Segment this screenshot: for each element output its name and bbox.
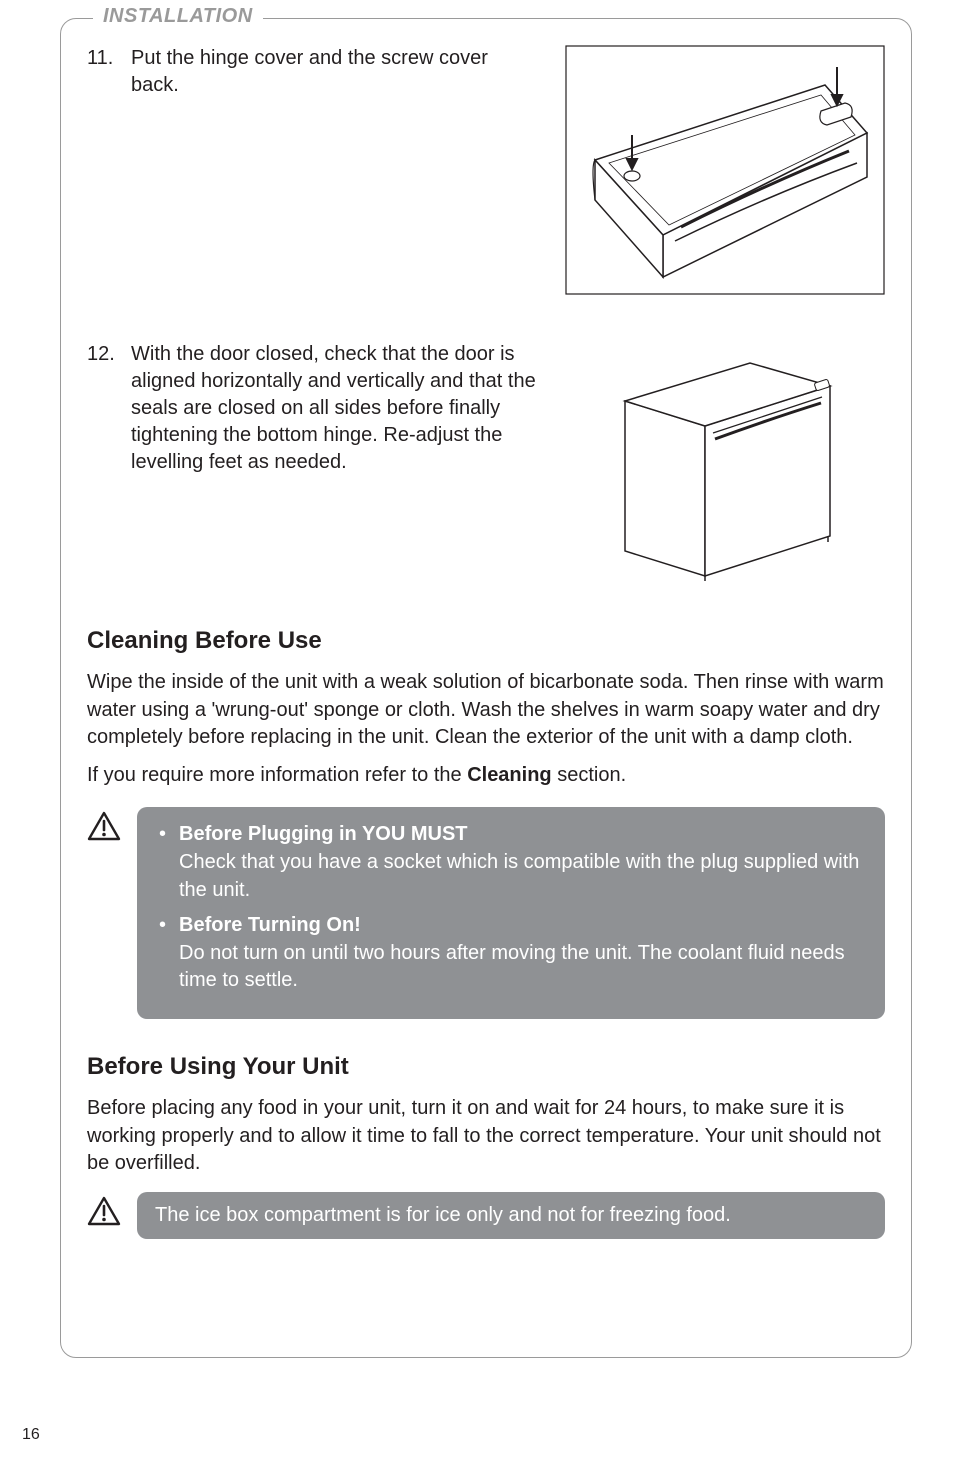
frame-title: INSTALLATION <box>93 5 263 28</box>
step-12-text: 12. With the door closed, check that the… <box>87 341 537 476</box>
step-11-row: 11. Put the hinge cover and the screw co… <box>87 45 885 295</box>
step-11-illustration <box>565 45 885 295</box>
warning-1-row: • Before Plugging in YOU MUST Check that… <box>87 807 885 1019</box>
cleaning-p1: Wipe the inside of the unit with a weak … <box>87 669 885 752</box>
page-number: 16 <box>22 1426 40 1444</box>
before-use-p: Before placing any food in your unit, tu… <box>87 1095 885 1178</box>
step-11-text: 11. Put the hinge cover and the screw co… <box>87 45 537 99</box>
step-12-num: 12. <box>87 341 121 476</box>
bullet-dot: • <box>159 912 169 940</box>
cleaning-p2: If you require more information refer to… <box>87 762 885 790</box>
warn1-label2: Before Turning On! <box>179 912 361 940</box>
warn1-text2: Do not turn on until two hours after mov… <box>159 940 867 995</box>
warn1-text1: Check that you have a socket which is co… <box>159 849 867 904</box>
step-12-body: With the door closed, check that the doo… <box>131 341 537 476</box>
cleaning-p2-b: section. <box>552 764 626 786</box>
warn2-text: The ice box compartment is for ice only … <box>155 1204 731 1226</box>
cleaning-heading: Cleaning Before Use <box>87 627 885 655</box>
cleaning-p2-bold: Cleaning <box>467 764 551 786</box>
step-11-body: Put the hinge cover and the screw cover … <box>131 45 537 99</box>
warn1-label1: Before Plugging in YOU MUST <box>179 821 468 849</box>
warning-2-row: The ice box compartment is for ice only … <box>87 1192 885 1240</box>
step-12-illustration <box>595 341 855 581</box>
cleaning-p2-a: If you require more information refer to… <box>87 764 467 786</box>
warning-1-box: • Before Plugging in YOU MUST Check that… <box>137 807 885 1019</box>
step-11-num: 11. <box>87 45 121 99</box>
bullet-dot: • <box>159 821 169 849</box>
content-frame: INSTALLATION 11. Put the hinge cover and… <box>60 18 912 1358</box>
step-12-row: 12. With the door closed, check that the… <box>87 341 885 581</box>
warning-icon <box>87 811 121 846</box>
before-use-heading: Before Using Your Unit <box>87 1053 885 1081</box>
warning-2-box: The ice box compartment is for ice only … <box>137 1192 885 1240</box>
warning-icon <box>87 1196 121 1231</box>
